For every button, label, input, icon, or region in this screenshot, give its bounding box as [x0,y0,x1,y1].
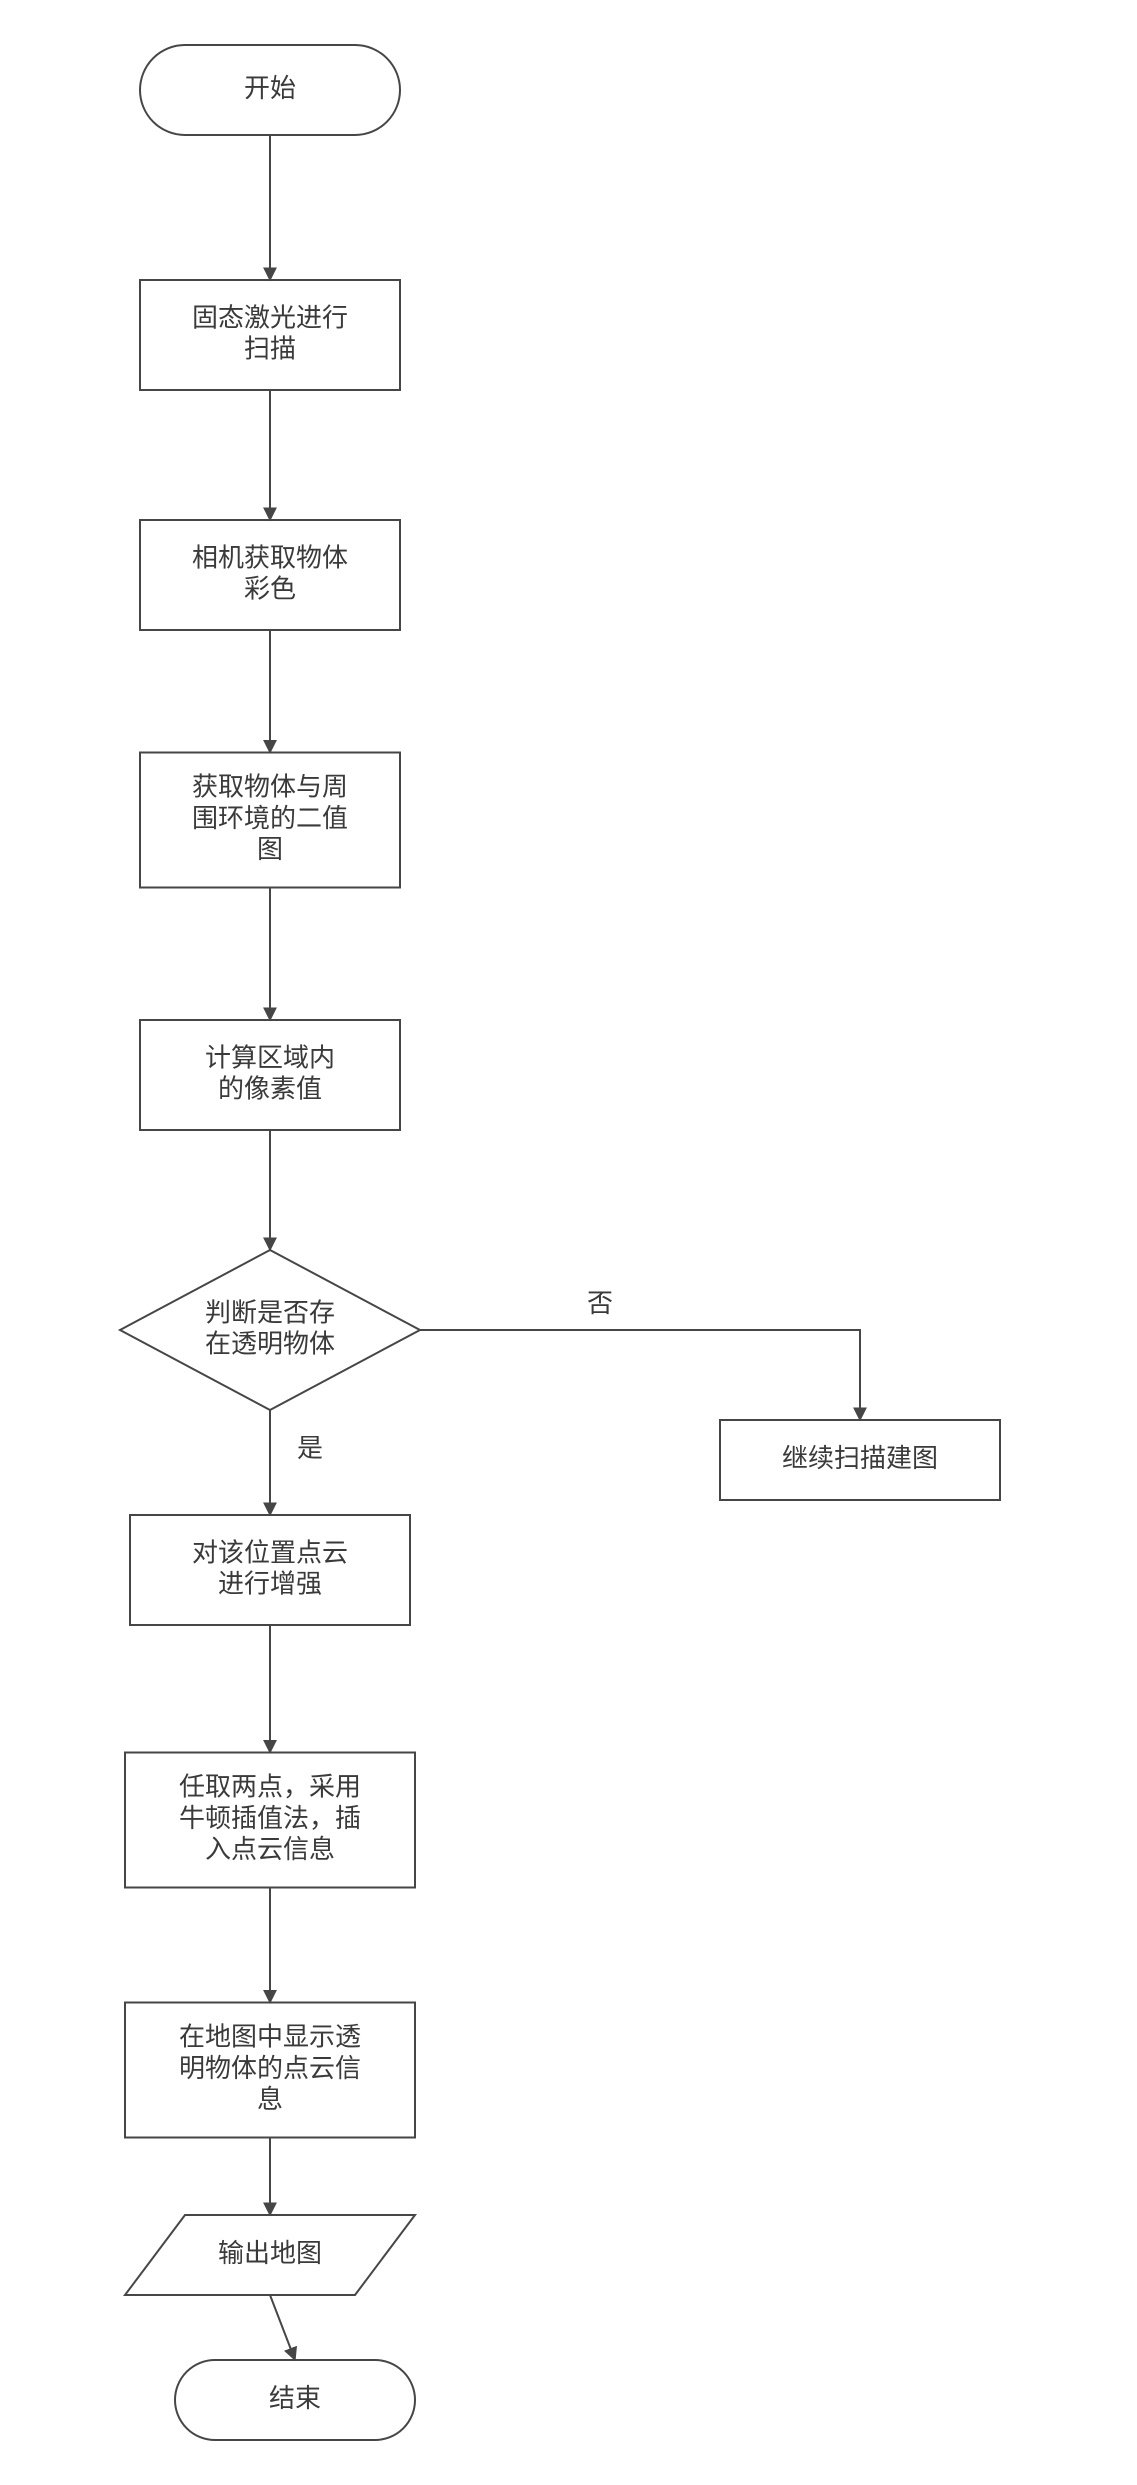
svg-text:计算区域内: 计算区域内 [205,1042,335,1072]
svg-text:进行增强: 进行增强 [218,1568,322,1598]
edge-label-否: 否 [587,1288,613,1318]
svg-text:继续扫描建图: 继续扫描建图 [782,1443,938,1473]
svg-text:图: 图 [257,834,283,864]
svg-text:对该位置点云: 对该位置点云 [192,1537,348,1567]
svg-text:结束: 结束 [269,2383,321,2413]
svg-text:相机获取物体: 相机获取物体 [192,542,348,572]
svg-text:获取物体与周: 获取物体与周 [192,772,348,802]
svg-text:入点云信息: 入点云信息 [205,1834,335,1864]
svg-text:在透明物体: 在透明物体 [205,1328,335,1358]
svg-text:扫描: 扫描 [244,333,296,363]
svg-text:彩色: 彩色 [244,573,296,603]
flowchart: 开始固态激光进行扫描相机获取物体彩色获取物体与周围环境的二值图计算区域内的像素值… [0,0,1137,2480]
edge-output-end [270,2295,295,2360]
svg-text:固态激光进行: 固态激光进行 [192,302,348,332]
svg-text:任取两点，采用: 任取两点，采用 [179,1772,361,1802]
svg-text:开始: 开始 [244,73,296,103]
svg-text:的像素值: 的像素值 [218,1073,322,1103]
svg-text:息: 息 [257,2084,283,2114]
svg-text:判断是否存: 判断是否存 [205,1297,335,1327]
svg-text:围环境的二值: 围环境的二值 [192,803,348,833]
svg-text:牛顿插值法，插: 牛顿插值法，插 [179,1803,361,1833]
svg-text:输出地图: 输出地图 [218,2238,322,2268]
edge-label-是: 是 [297,1433,323,1463]
edge-decide-continue [420,1330,860,1420]
svg-text:明物体的点云信: 明物体的点云信 [179,2053,361,2083]
svg-text:在地图中显示透: 在地图中显示透 [179,2022,361,2052]
